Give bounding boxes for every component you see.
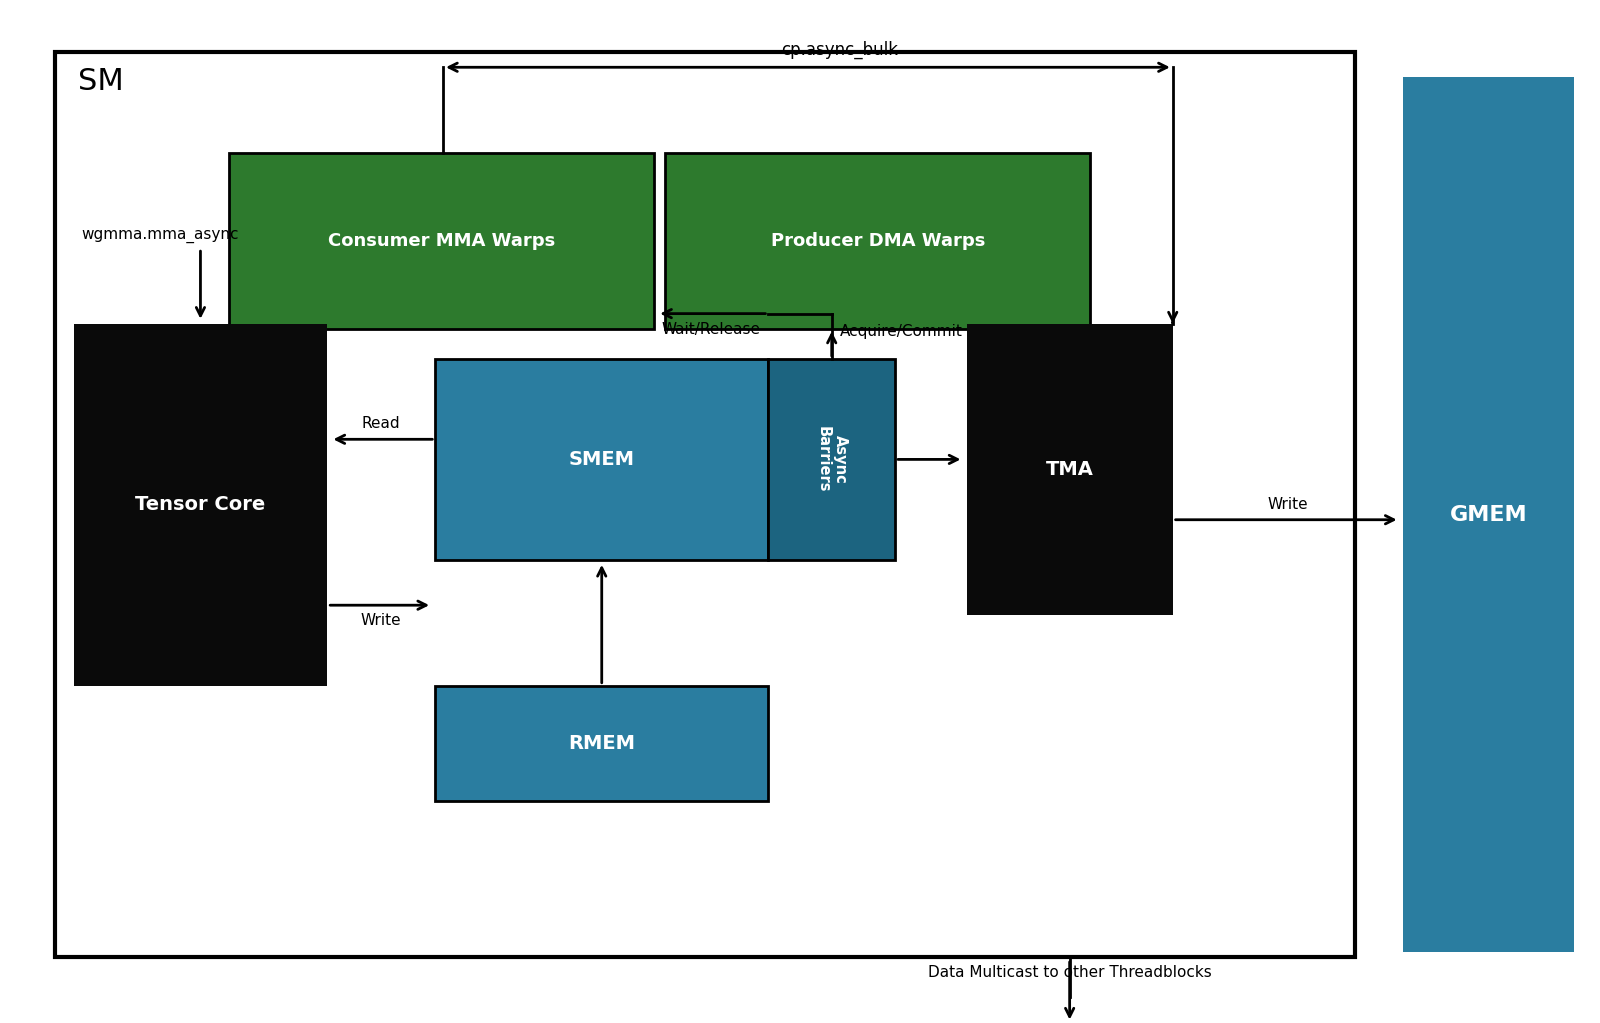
FancyBboxPatch shape xyxy=(768,359,894,560)
FancyBboxPatch shape xyxy=(435,685,768,801)
Text: RMEM: RMEM xyxy=(568,733,635,753)
FancyBboxPatch shape xyxy=(54,52,1355,958)
FancyBboxPatch shape xyxy=(435,359,768,560)
Text: SM: SM xyxy=(78,68,125,96)
FancyBboxPatch shape xyxy=(1403,78,1574,952)
Text: Acquire/Commit: Acquire/Commit xyxy=(840,323,963,339)
Text: Async
Barriers: Async Barriers xyxy=(816,427,848,493)
Text: Producer DMA Warps: Producer DMA Warps xyxy=(771,232,986,250)
Text: Data Multicast to other Threadblocks: Data Multicast to other Threadblocks xyxy=(928,965,1211,980)
Text: Wait/Release: Wait/Release xyxy=(662,321,760,337)
FancyBboxPatch shape xyxy=(229,152,654,328)
Text: Consumer MMA Warps: Consumer MMA Warps xyxy=(328,232,555,250)
FancyBboxPatch shape xyxy=(966,323,1173,615)
FancyBboxPatch shape xyxy=(666,152,1090,328)
Text: cp.async_bulk: cp.async_bulk xyxy=(781,41,898,59)
Text: SMEM: SMEM xyxy=(568,450,635,469)
Text: TMA: TMA xyxy=(1046,460,1093,479)
Text: wgmma.mma_async: wgmma.mma_async xyxy=(82,228,238,243)
Text: Write: Write xyxy=(1267,497,1309,512)
FancyBboxPatch shape xyxy=(74,323,328,685)
Text: Write: Write xyxy=(362,613,402,628)
Text: Tensor Core: Tensor Core xyxy=(136,495,266,515)
Text: GMEM: GMEM xyxy=(1450,504,1526,525)
Text: Read: Read xyxy=(362,416,400,432)
